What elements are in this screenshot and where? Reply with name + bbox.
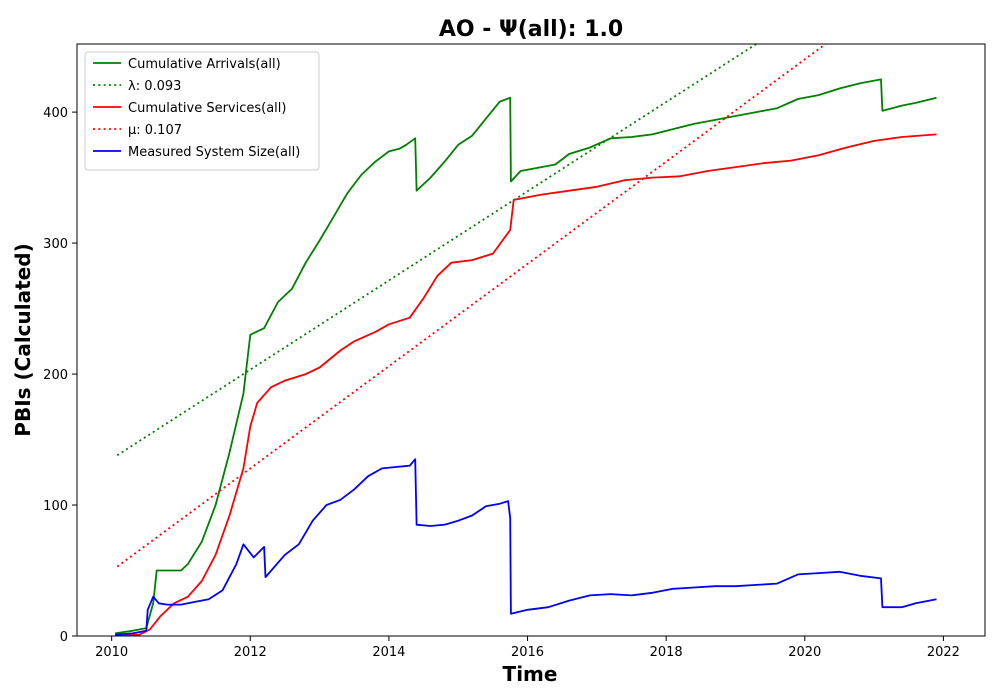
legend-label-4: μ: 0.107 (128, 123, 182, 138)
x-tick-label-2018: 2018 (650, 645, 683, 660)
x-tick-label-2010: 2010 (95, 645, 128, 660)
series-layer (114, 44, 937, 636)
x-tick-label-2016: 2016 (511, 645, 544, 660)
x-tick-label-2014: 2014 (372, 645, 405, 660)
legend: Cumulative Arrivals(all) λ: 0.093 Cumulati… (84, 51, 320, 171)
legend-label-1: Cumulative Arrivals(all) (128, 57, 281, 72)
series-line-5-measured-system-size-all (115, 458, 937, 636)
series-line-3-cumulative-services-all (115, 133, 937, 636)
x-axis-label: Time (503, 662, 558, 686)
legend-label-3: Cumulative Services(all) (128, 101, 286, 116)
y-tick-label-0: 0 (60, 630, 68, 645)
y-tick-label-400: 400 (43, 106, 68, 121)
x-tick-label-2022: 2022 (927, 645, 960, 660)
y-tick-label-200: 200 (43, 368, 68, 383)
series-line-4-0-107 (116, 44, 827, 568)
plot-frame (76, 43, 986, 637)
x-tick-label-2020: 2020 (788, 645, 821, 660)
series-line-1-cumulative-arrivals-all (114, 78, 937, 635)
chart-title: AO - Ψ(all): 1.0 (439, 17, 623, 42)
y-tick-label-300: 300 (43, 237, 68, 252)
legend-box (84, 51, 320, 171)
x-tick-label-2012: 2012 (234, 645, 267, 660)
axes-layer: 2010 2012 2014 2016 2018 2020 2022 0 100 200 300 40… (43, 43, 986, 660)
legend-label-5: Measured System Size(all) (128, 145, 300, 160)
y-tick-label-100: 100 (43, 499, 68, 514)
legend-label-2: λ: 0.093 (128, 79, 181, 94)
y-axis-label: PBIs (Calculated) (11, 243, 35, 436)
